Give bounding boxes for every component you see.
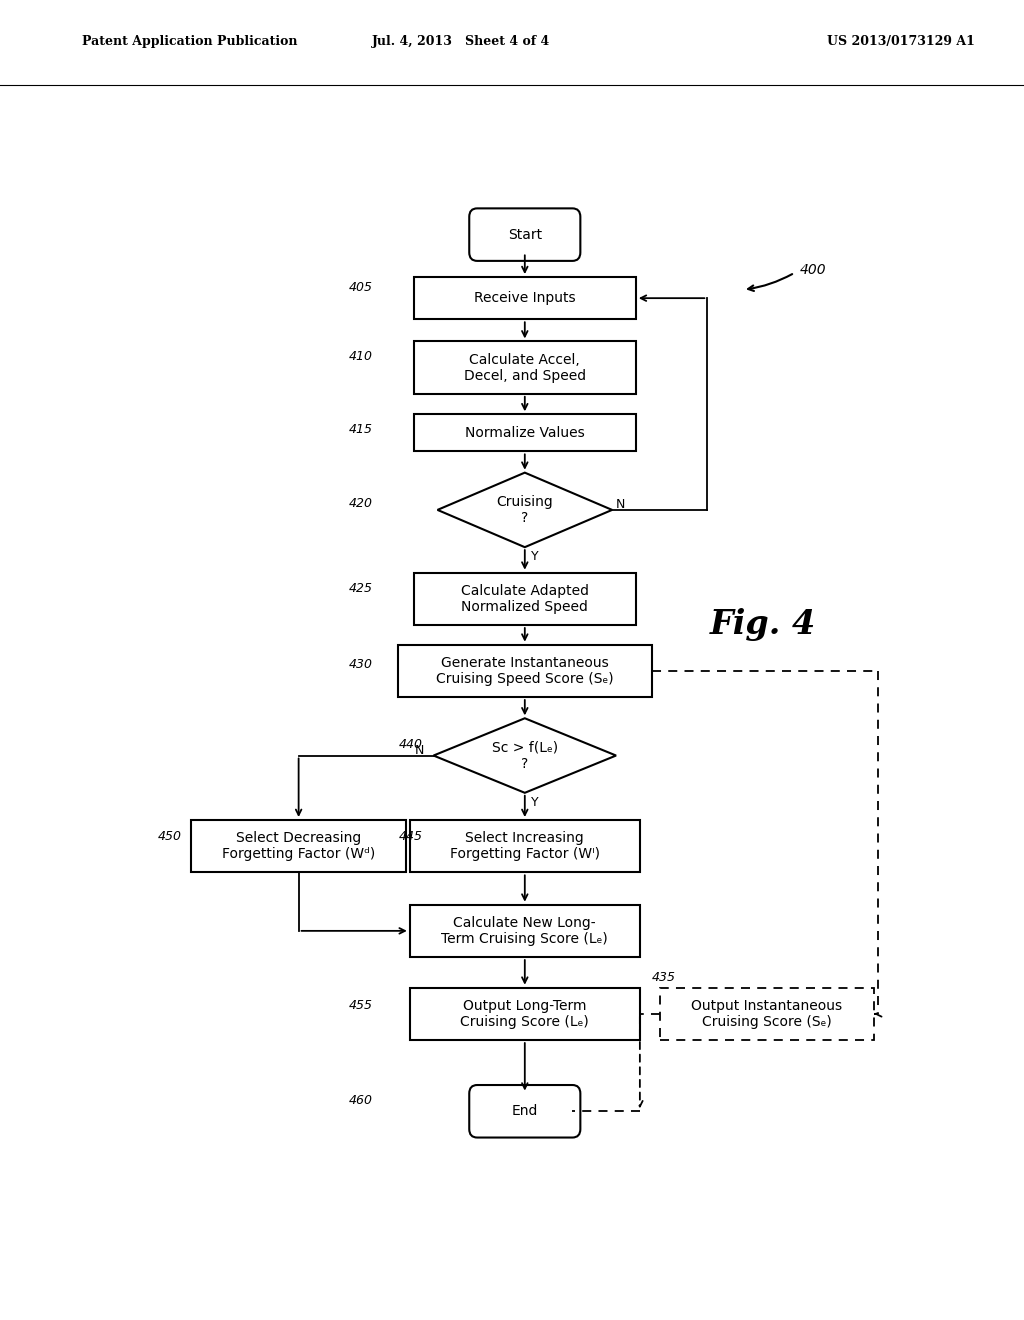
Text: 445: 445 — [399, 829, 423, 842]
Bar — [410, 904, 640, 957]
Text: Y: Y — [531, 796, 539, 809]
Text: N: N — [415, 744, 424, 756]
Text: Patent Application Publication: Patent Application Publication — [82, 36, 297, 48]
Polygon shape — [437, 473, 612, 548]
Text: 400: 400 — [800, 263, 826, 277]
Bar — [397, 644, 651, 697]
Text: Cruising
?: Cruising ? — [497, 495, 553, 525]
Polygon shape — [433, 718, 616, 793]
Text: Calculate New Long-
Term Cruising Score (Lₑ): Calculate New Long- Term Cruising Score … — [441, 916, 608, 946]
Text: End: End — [512, 1105, 538, 1118]
Text: Fig. 4: Fig. 4 — [710, 607, 816, 640]
Text: 450: 450 — [158, 829, 182, 842]
Text: Normalize Values: Normalize Values — [465, 426, 585, 440]
Text: Generate Instantaneous
Cruising Speed Score (Sₑ): Generate Instantaneous Cruising Speed Sc… — [436, 656, 613, 686]
Text: Sc > f(Lₑ)
?: Sc > f(Lₑ) ? — [492, 741, 558, 771]
Text: Y: Y — [531, 550, 539, 564]
Bar — [410, 987, 640, 1040]
Text: 425: 425 — [348, 582, 373, 595]
Text: 415: 415 — [348, 422, 373, 436]
Text: 420: 420 — [348, 498, 373, 511]
Text: N: N — [616, 499, 626, 511]
Bar — [191, 820, 406, 873]
Text: Receive Inputs: Receive Inputs — [474, 292, 575, 305]
FancyBboxPatch shape — [469, 209, 581, 261]
FancyBboxPatch shape — [469, 1085, 581, 1138]
Text: Select Increasing
Forgetting Factor (Wᴵ): Select Increasing Forgetting Factor (Wᴵ) — [450, 832, 600, 861]
Text: 440: 440 — [399, 738, 423, 751]
Text: Start: Start — [508, 227, 542, 242]
Text: 430: 430 — [348, 659, 373, 672]
Bar — [414, 573, 636, 626]
Text: 460: 460 — [348, 1094, 373, 1106]
Text: 410: 410 — [348, 350, 373, 363]
Text: Select Decreasing
Forgetting Factor (Wᵈ): Select Decreasing Forgetting Factor (Wᵈ) — [222, 832, 375, 861]
Text: Output Long-Term
Cruising Score (Lₑ): Output Long-Term Cruising Score (Lₑ) — [461, 999, 589, 1030]
Text: 405: 405 — [348, 281, 373, 293]
Text: Jul. 4, 2013   Sheet 4 of 4: Jul. 4, 2013 Sheet 4 of 4 — [372, 36, 550, 48]
Bar — [414, 414, 636, 451]
Text: 455: 455 — [348, 999, 373, 1012]
Text: US 2013/0173129 A1: US 2013/0173129 A1 — [827, 36, 975, 48]
Text: Output Instantaneous
Cruising Score (Sₑ): Output Instantaneous Cruising Score (Sₑ) — [691, 999, 843, 1030]
Bar — [414, 277, 636, 319]
Bar — [659, 987, 874, 1040]
Text: Calculate Adapted
Normalized Speed: Calculate Adapted Normalized Speed — [461, 583, 589, 614]
Text: Calculate Accel,
Decel, and Speed: Calculate Accel, Decel, and Speed — [464, 352, 586, 383]
Bar — [414, 342, 636, 393]
Bar — [410, 820, 640, 873]
Text: 435: 435 — [651, 972, 676, 983]
